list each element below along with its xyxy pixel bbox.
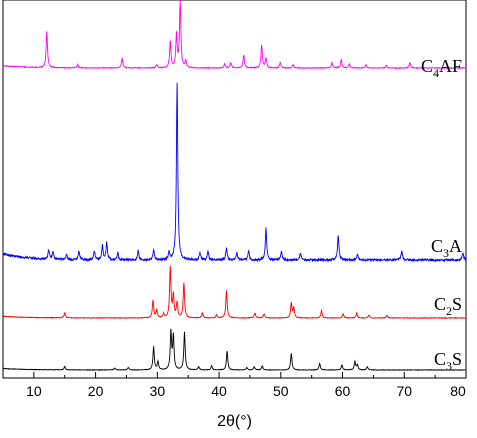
series-labels: C4AF C3A C2S C3S [421,56,462,373]
series-c3s-line [2,328,467,372]
plot-frame [2,0,467,379]
series-label-c2s: C2S [434,294,462,318]
x-axis-ticks: 10 20 30 40 50 60 70 80 [2,372,467,399]
x-axis-label: 2θ(°) [217,413,252,430]
series-c4af-line [2,0,467,70]
x-tick-label: 10 [26,383,42,399]
series-label-c3a: C3A [431,236,462,260]
series-label-c3s: C3S [434,349,462,373]
x-tick-label: 40 [211,383,227,399]
series-c3a-line [2,82,467,263]
series-label-c4af: C4AF [421,56,462,80]
x-tick-label: 80 [450,383,466,399]
x-tick-label: 30 [150,383,166,399]
x-tick-label: 50 [273,383,289,399]
x-tick-label: 20 [88,383,104,399]
x-tick-label: 60 [335,383,351,399]
series-traces [2,0,467,372]
x-tick-label: 70 [396,383,412,399]
series-c2s-line [2,265,467,320]
